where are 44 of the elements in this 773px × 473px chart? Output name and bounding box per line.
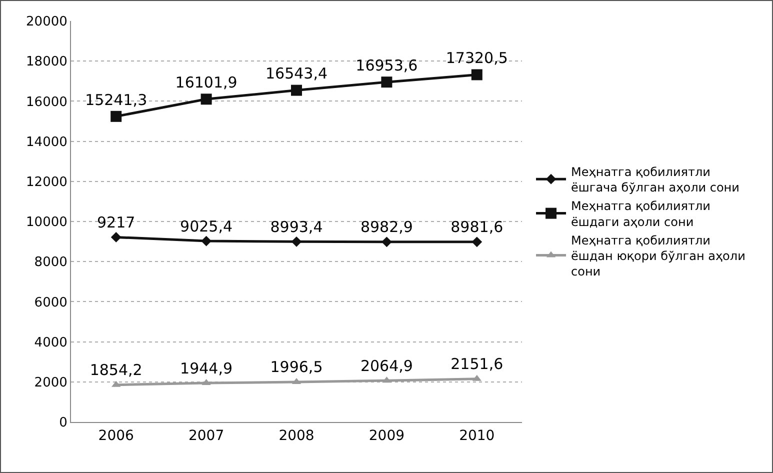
x-tick-label: 2008 <box>278 428 314 444</box>
y-tick-label: 10000 <box>26 215 68 230</box>
data-label: 9025,4 <box>180 217 233 236</box>
data-label: 8982,9 <box>360 218 413 236</box>
y-tick-label: 14000 <box>26 134 68 150</box>
x-tick-label: 2006 <box>98 428 134 444</box>
y-tick-label: 8000 <box>34 255 68 270</box>
data-label: 17320,5 <box>446 49 508 68</box>
x-tick-label: 2009 <box>368 428 405 444</box>
data-label: 1996,5 <box>270 358 323 376</box>
data-label: 9217 <box>97 213 136 232</box>
data-label: 16101,9 <box>175 74 238 92</box>
point <box>200 94 212 105</box>
y-tick-label: 4000 <box>34 335 68 350</box>
y-tick-label: 20000 <box>26 14 68 30</box>
legend-label: Меҳнатга қобилиятли ёшдаги аҳоли сони <box>571 199 710 229</box>
x-tick-label: 2010 <box>459 428 495 444</box>
y-tick-label: 2000 <box>34 375 68 390</box>
y-tick-label: 18000 <box>26 54 68 70</box>
x-tick-label: 2007 <box>188 428 224 444</box>
point <box>471 69 482 80</box>
data-label: 15241,3 <box>85 90 148 109</box>
point <box>110 232 122 242</box>
data-label: 2151,6 <box>450 355 504 374</box>
y-tick-label: 0 <box>59 416 68 431</box>
point <box>110 110 122 122</box>
y-tick-label: 6000 <box>34 295 68 310</box>
point <box>201 236 212 246</box>
y-tick-label: 16000 <box>26 94 68 110</box>
point <box>381 76 392 88</box>
y-tick-label: 12000 <box>26 174 68 190</box>
data-label: 8981,6 <box>450 218 504 236</box>
data-label: 1944,9 <box>180 359 233 378</box>
data-label: 8993,4 <box>270 218 323 236</box>
data-label: 16953,6 <box>356 56 418 74</box>
legend-label: Меҳнатга қобилиятли ёшдан юқори бўлган аҳоли сони <box>571 233 746 279</box>
data-label: 2064,9 <box>360 356 413 375</box>
data-label: 16543,4 <box>265 64 328 83</box>
point <box>382 236 392 248</box>
data-label: 1854,2 <box>90 361 142 380</box>
legend-label: Меҳнатга қобилиятли ёшгача бўлган аҳоли сони <box>571 164 740 195</box>
point <box>291 236 302 247</box>
point <box>472 236 482 248</box>
point <box>291 84 302 96</box>
